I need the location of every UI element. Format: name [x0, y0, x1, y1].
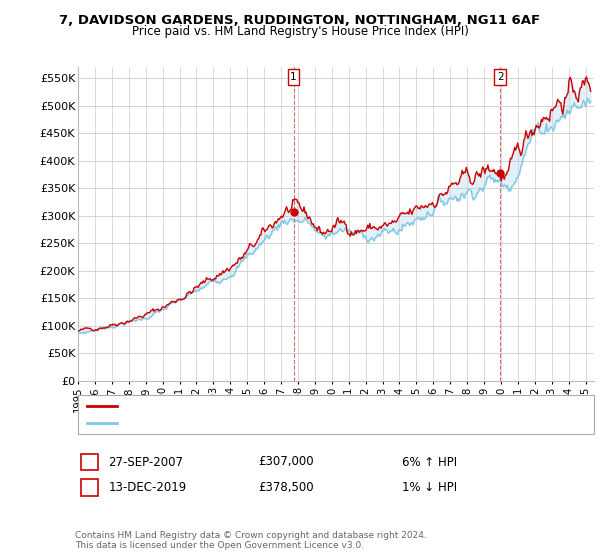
Text: 2: 2	[86, 482, 93, 492]
Text: HPI: Average price, detached house, Rushcliffe: HPI: Average price, detached house, Rush…	[124, 418, 358, 428]
Text: Price paid vs. HM Land Registry's House Price Index (HPI): Price paid vs. HM Land Registry's House …	[131, 25, 469, 38]
Text: 7, DAVIDSON GARDENS, RUDDINGTON, NOTTINGHAM, NG11 6AF (detached house): 7, DAVIDSON GARDENS, RUDDINGTON, NOTTING…	[124, 401, 539, 411]
Text: 1% ↓ HPI: 1% ↓ HPI	[402, 480, 457, 494]
Text: 1: 1	[86, 457, 93, 467]
Text: 13-DEC-2019: 13-DEC-2019	[109, 480, 187, 494]
Text: £378,500: £378,500	[258, 480, 314, 494]
Text: 2: 2	[497, 72, 503, 82]
Text: 1: 1	[290, 72, 297, 82]
Text: 27-SEP-2007: 27-SEP-2007	[109, 455, 184, 469]
Text: £307,000: £307,000	[258, 455, 314, 469]
Text: 7, DAVIDSON GARDENS, RUDDINGTON, NOTTINGHAM, NG11 6AF: 7, DAVIDSON GARDENS, RUDDINGTON, NOTTING…	[59, 14, 541, 27]
Text: 6% ↑ HPI: 6% ↑ HPI	[402, 455, 457, 469]
Text: Contains HM Land Registry data © Crown copyright and database right 2024.
This d: Contains HM Land Registry data © Crown c…	[75, 530, 427, 550]
